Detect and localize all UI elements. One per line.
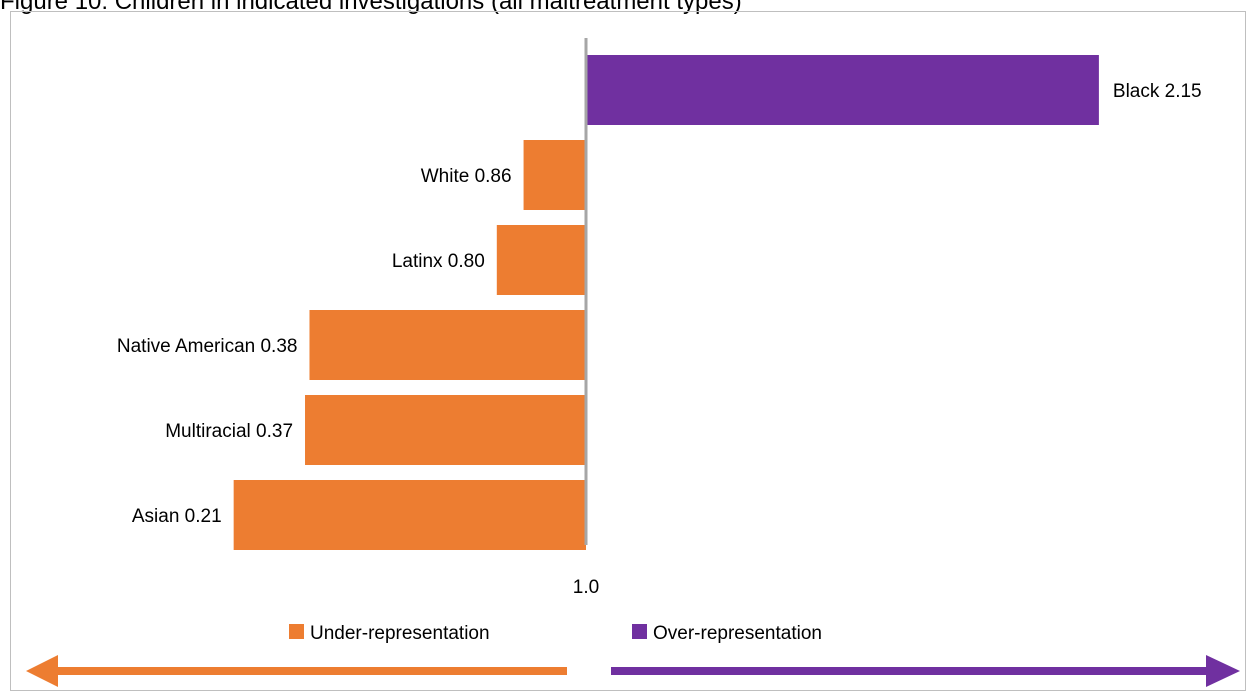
bar-black: [586, 55, 1099, 125]
data-label: White 0.86: [421, 166, 512, 187]
bar-latinx: [496, 225, 586, 295]
bar-asian: [233, 480, 586, 550]
data-label: Black 2.15: [1113, 81, 1202, 102]
direction-arrows: [26, 655, 1240, 687]
under-arrow-shaft: [50, 667, 567, 675]
legend-swatch: [289, 624, 304, 639]
legend: Under-representation Over-representation: [289, 623, 822, 644]
under-arrow-head-icon: [26, 655, 58, 687]
over-arrow-shaft: [611, 667, 1211, 675]
bar-multiracial: [305, 395, 586, 465]
data-label: Native American 0.38: [117, 336, 298, 357]
legend-label: Under-representation: [310, 623, 490, 644]
bar-white: [523, 140, 586, 210]
data-label: Multiracial 0.37: [165, 421, 293, 442]
baseline-label: 1.0: [573, 577, 599, 598]
bars-group: Black 2.15 White 0.86 Latinx 0.80 Native Am…: [117, 55, 1202, 550]
data-label: Latinx 0.80: [392, 251, 485, 272]
legend-label: Over-representation: [653, 623, 822, 644]
bar-native-american: [309, 310, 586, 380]
data-label: Asian 0.21: [132, 506, 222, 527]
legend-swatch: [632, 624, 647, 639]
chart-frame: [10, 11, 1246, 691]
over-arrow-head-icon: [1206, 655, 1240, 687]
